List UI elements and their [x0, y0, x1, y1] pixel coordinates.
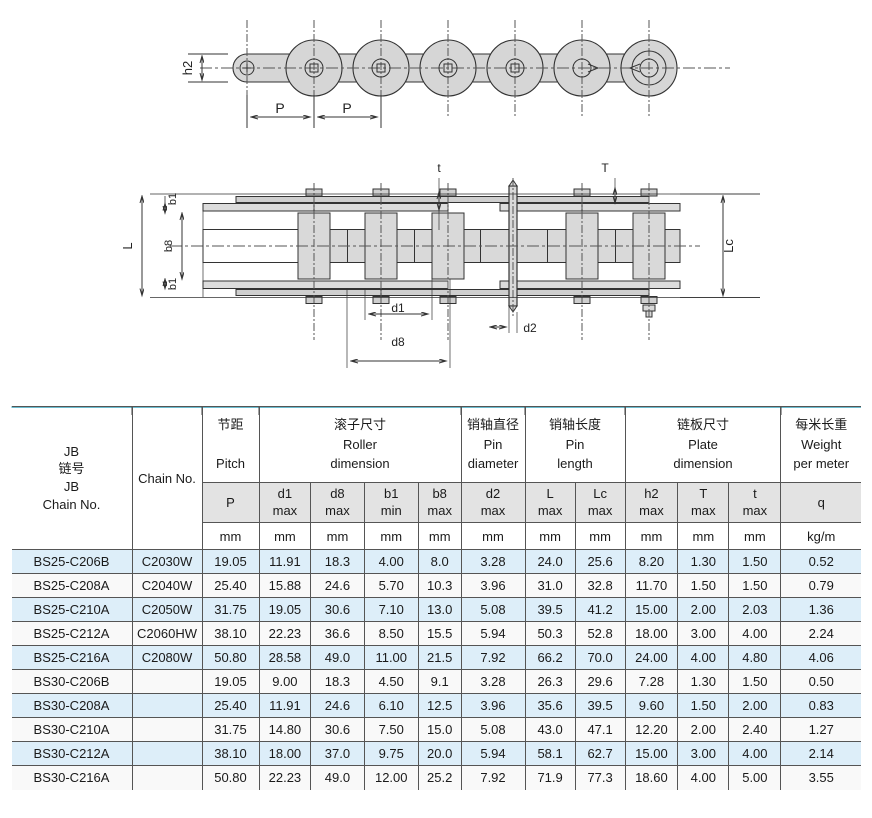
svg-text:b8: b8 — [163, 240, 175, 252]
svg-text:Lc: Lc — [721, 239, 736, 253]
svg-text:T: T — [601, 161, 609, 175]
svg-text:P: P — [275, 100, 284, 116]
svg-text:L: L — [120, 242, 135, 249]
svg-text:b1: b1 — [167, 278, 179, 290]
svg-text:h2: h2 — [180, 61, 195, 75]
svg-text:b1: b1 — [167, 193, 179, 205]
svg-text:P: P — [342, 100, 351, 116]
svg-text:d2: d2 — [523, 321, 537, 335]
svg-text:t: t — [437, 161, 441, 175]
svg-text:d1: d1 — [391, 301, 405, 315]
svg-text:d8: d8 — [391, 335, 405, 349]
